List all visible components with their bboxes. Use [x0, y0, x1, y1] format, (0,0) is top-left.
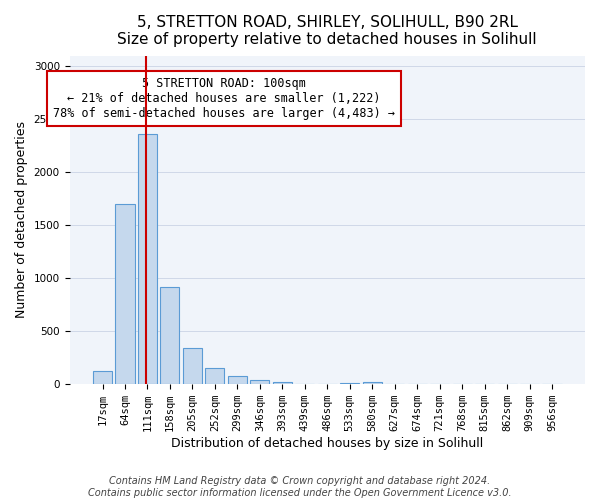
- Bar: [93, 372, 112, 384]
- Bar: [205, 368, 224, 384]
- Text: 5 STRETTON ROAD: 100sqm
← 21% of detached houses are smaller (1,222)
78% of semi: 5 STRETTON ROAD: 100sqm ← 21% of detache…: [53, 77, 395, 120]
- Bar: [250, 380, 269, 384]
- Bar: [340, 382, 359, 384]
- X-axis label: Distribution of detached houses by size in Solihull: Distribution of detached houses by size …: [171, 437, 484, 450]
- Bar: [115, 204, 134, 384]
- Bar: [273, 382, 292, 384]
- Y-axis label: Number of detached properties: Number of detached properties: [15, 122, 28, 318]
- Bar: [183, 348, 202, 384]
- Text: Contains HM Land Registry data © Crown copyright and database right 2024.
Contai: Contains HM Land Registry data © Crown c…: [88, 476, 512, 498]
- Bar: [160, 286, 179, 384]
- Bar: [228, 376, 247, 384]
- Bar: [362, 382, 382, 384]
- Bar: [138, 134, 157, 384]
- Title: 5, STRETTON ROAD, SHIRLEY, SOLIHULL, B90 2RL
Size of property relative to detach: 5, STRETTON ROAD, SHIRLEY, SOLIHULL, B90…: [118, 15, 537, 48]
